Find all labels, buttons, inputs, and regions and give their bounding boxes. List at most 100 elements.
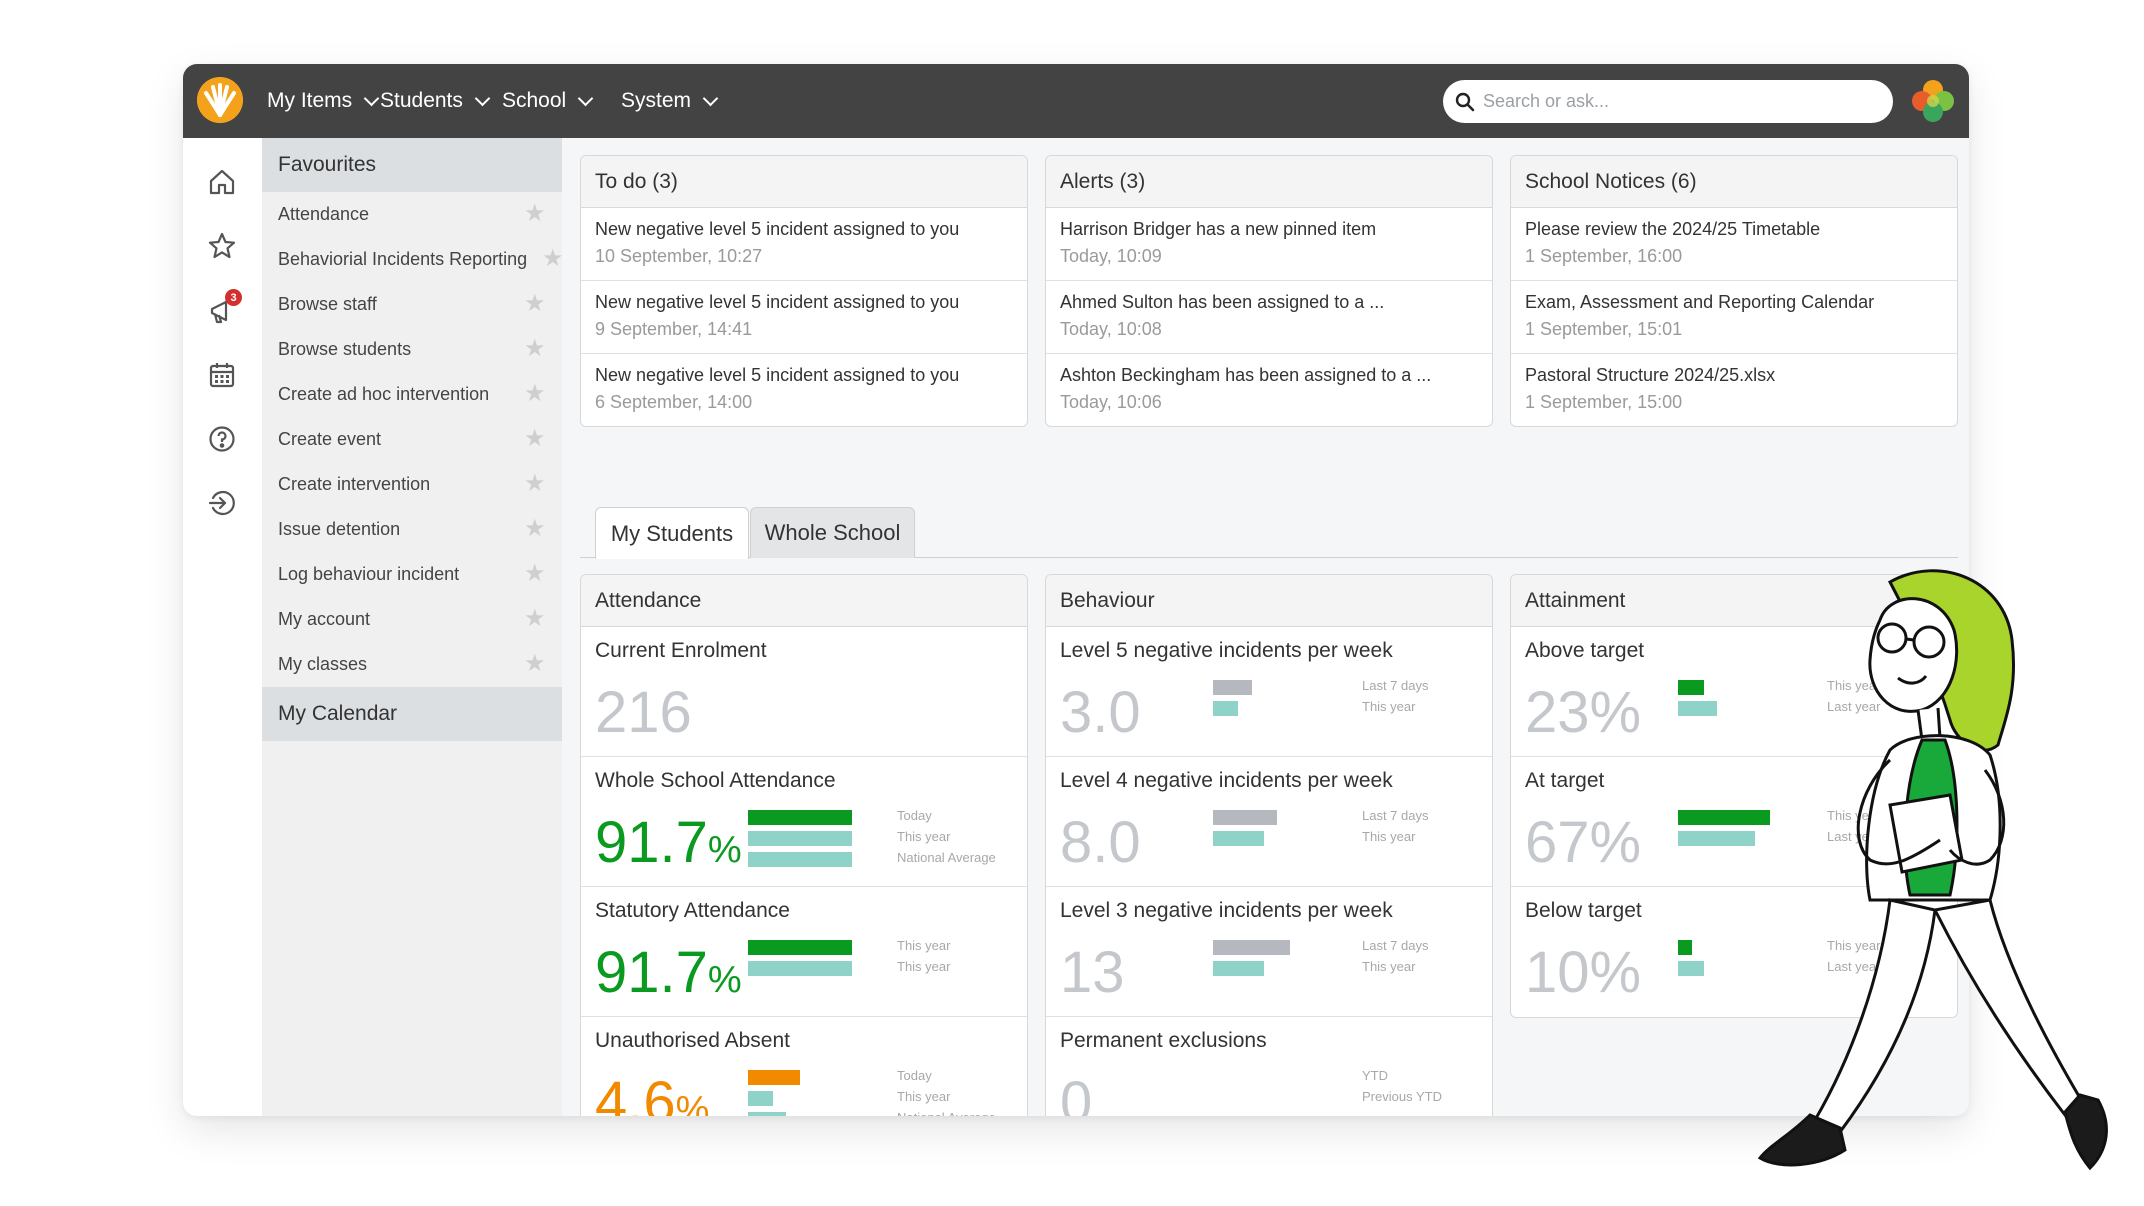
current-enrolment-stat[interactable]: Current Enrolment 216 [581,627,1027,757]
sign-out-icon[interactable] [206,487,238,519]
todo-item[interactable]: New negative level 5 incident assigned t… [581,281,1027,354]
alert-item-text: Ahmed Sulton has been assigned to a ... [1060,292,1385,312]
unauthorised-absent-stat[interactable]: Unauthorised Absent 4.6% Today This year… [581,1017,1027,1116]
legend-label: Last 7 days [1362,808,1429,823]
todo-item[interactable]: New negative level 5 incident assigned t… [581,208,1027,281]
star-icon[interactable]: ★ [524,470,546,497]
nav-menu-my-items[interactable]: My Items [267,64,380,138]
star-icon[interactable]: ★ [524,560,546,587]
nav-menu-label: School [502,89,567,112]
top-navigation-bar: My Items Students School System [183,64,1969,138]
favourite-item-attendance[interactable]: Attendance ★ [262,192,562,237]
level-4-incidents-stat[interactable]: Level 4 negative incidents per week 8.0 … [1046,757,1492,887]
stat-value: 23% [1525,680,1642,745]
icon-rail: 3 [183,138,262,1116]
legend-label: Last year [1827,959,1881,974]
favourite-item-behavioral-incidents-reporting[interactable]: Behaviorial Incidents Reporting ★ [262,237,564,282]
bar-this-year [748,1091,773,1106]
chevron-down-icon [577,90,594,106]
notice-item[interactable]: Please review the 2024/25 Timetable 1 Sep… [1511,208,1957,281]
star-icon[interactable]: ★ [524,650,546,677]
my-calendar-header[interactable]: My Calendar [262,687,562,741]
stat-value: 216 [595,680,692,745]
permanent-exclusions-stat[interactable]: Permanent exclusions 0 YTD Previous YTD [1046,1017,1492,1116]
chevron-down-icon [702,90,719,106]
legend-label: Last 7 days [1362,938,1429,953]
favourite-item-create-intervention[interactable]: Create intervention ★ [262,462,562,507]
todo-item[interactable]: New negative level 5 incident assigned t… [581,354,1027,426]
app-switcher-icon[interactable] [1910,78,1956,124]
nav-menu-system[interactable]: System [621,64,719,138]
home-icon[interactable] [206,166,238,198]
stat-label: Below target [1525,899,1642,922]
stat-value: 91.7% [595,811,742,882]
star-icon[interactable]: ★ [524,605,546,632]
alerts-title: Alerts [1060,169,1114,193]
level-5-incidents-stat[interactable]: Level 5 negative incidents per week 3.0 … [1046,627,1492,757]
favourite-item-create-ad-hoc-intervention[interactable]: Create ad hoc intervention ★ [262,372,562,417]
favourite-label: My account [278,609,371,629]
star-icon[interactable]: ★ [524,290,546,317]
todo-item-text: New negative level 5 incident assigned t… [595,365,960,385]
todo-item-text: New negative level 5 incident assigned t… [595,219,960,239]
favourite-label: Log behaviour incident [278,564,460,584]
bar-last-year [1678,831,1755,846]
alert-item[interactable]: Ashton Beckingham has been assigned to a… [1046,354,1492,426]
favourite-item-browse-students[interactable]: Browse students ★ [262,327,562,372]
star-icon[interactable]: ★ [524,200,546,227]
bar-today [748,810,852,825]
star-icon[interactable]: ★ [542,245,564,272]
star-icon[interactable]: ★ [524,335,546,362]
favourite-item-browse-staff[interactable]: Browse staff ★ [262,282,562,327]
stat-unit: % [707,829,742,871]
bar-this-year [1213,961,1264,976]
at-target-stat[interactable]: At target 67% This year Last year [1511,757,1957,887]
favourite-item-log-behaviour-incident[interactable]: Log behaviour incident ★ [262,552,562,597]
stat-label: Unauthorised Absent [595,1029,790,1052]
notice-item-date: 1 September, 15:00 [1525,392,1683,412]
favourite-item-create-event[interactable]: Create event ★ [262,417,562,462]
notice-item-text: Exam, Assessment and Reporting Calendar [1525,292,1875,312]
calendar-icon[interactable] [206,359,238,391]
level-3-incidents-stat[interactable]: Level 3 negative incidents per week 13 L… [1046,887,1492,1017]
search-icon [1455,92,1475,111]
tab-whole-school[interactable]: Whole School [750,507,915,558]
stat-label: Permanent exclusions [1060,1029,1267,1052]
stat-value: 0 [1060,1070,1093,1117]
above-target-stat[interactable]: Above target 23% This year Last year [1511,627,1957,757]
alert-item[interactable]: Ahmed Sulton has been assigned to a ... T… [1046,281,1492,354]
star-icon[interactable] [206,230,238,262]
statutory-attendance-stat[interactable]: Statutory Attendance 91.7% This year Thi… [581,887,1027,1017]
notice-item[interactable]: Pastoral Structure 2024/25.xlsx 1 Septemb… [1511,354,1957,426]
favourite-item-issue-detention[interactable]: Issue detention ★ [262,507,562,552]
school-notices-card: School Notices (6) Please review the 202… [1510,155,1958,427]
nav-menu-school[interactable]: School [502,64,594,138]
favourite-item-my-classes[interactable]: My classes ★ [262,642,562,687]
notification-badge: 3 [225,289,242,306]
whole-school-attendance-stat[interactable]: Whole School Attendance 91.7% Today This… [581,757,1027,887]
star-icon[interactable]: ★ [524,380,546,407]
star-icon[interactable]: ★ [524,515,546,542]
help-icon[interactable] [206,423,238,455]
alert-item[interactable]: Harrison Bridger has a new pinned item To… [1046,208,1492,281]
bar-this-year-comparison [748,961,852,976]
stat-unit: % [707,959,742,1001]
star-icon[interactable]: ★ [524,425,546,452]
tab-my-students[interactable]: My Students [595,507,749,559]
attendance-card: Attendance Current Enrolment 216 Whole S… [580,574,1028,1116]
nav-menu-students[interactable]: Students [380,64,491,138]
notice-item[interactable]: Exam, Assessment and Reporting Calendar 1… [1511,281,1957,354]
search-input[interactable] [1483,91,1863,112]
todo-count: (3) [652,169,678,193]
below-target-stat[interactable]: Below target 10% This year Last year [1511,887,1957,1017]
school-logo-icon[interactable] [197,77,243,123]
chart-legend: Today This year National Average [897,805,996,868]
megaphone-icon[interactable]: 3 [206,289,242,327]
bar-today [748,1070,800,1085]
favourite-item-my-account[interactable]: My account ★ [262,597,562,642]
search-box[interactable] [1443,80,1893,123]
todo-title: To do [595,169,647,193]
legend-label: Today [897,808,932,823]
nav-menu-label: Students [380,89,463,112]
favourites-header[interactable]: Favourites [262,138,562,192]
